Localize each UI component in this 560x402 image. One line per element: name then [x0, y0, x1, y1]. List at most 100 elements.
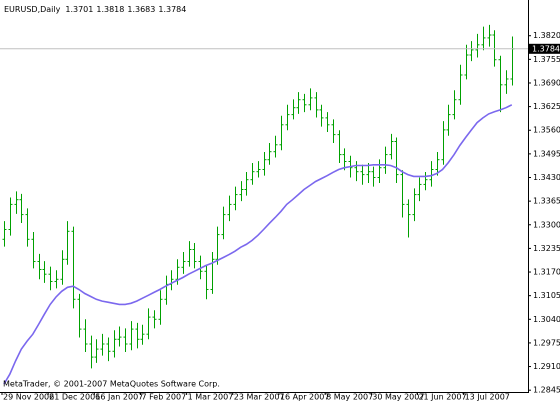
- price-bar: [406, 199, 411, 238]
- price-bar: [19, 193, 24, 223]
- y-tick-label: 1.3625: [533, 102, 560, 111]
- price-bar: [394, 137, 399, 183]
- price-bar: [452, 90, 457, 120]
- current-price-box: [529, 43, 560, 54]
- price-bar: [2, 221, 7, 247]
- price-bar: [487, 24, 492, 47]
- price-bar: [77, 293, 82, 338]
- x-tick-label: 7 Feb 2007: [141, 393, 186, 402]
- price-bar: [129, 321, 134, 351]
- x-tick-label: 21 Dec 2006: [49, 393, 100, 402]
- y-tick-label: 1.2975: [533, 338, 560, 347]
- price-bar: [239, 181, 244, 202]
- price-bar: [498, 55, 503, 113]
- price-bar: [244, 172, 249, 196]
- price-bar: [256, 161, 261, 178]
- price-bar: [192, 242, 197, 269]
- price-bar: [285, 104, 290, 131]
- high-value: 1.3818: [96, 5, 124, 14]
- price-bar: [135, 322, 140, 349]
- y-tick-label: 1.3365: [533, 197, 560, 206]
- price-bar: [360, 164, 365, 185]
- price-bar: [117, 326, 122, 347]
- price-bar: [48, 266, 53, 291]
- price-bar: [371, 166, 376, 187]
- price-bar: [221, 206, 226, 240]
- price-bar: [302, 93, 307, 113]
- price-bar: [354, 161, 359, 182]
- price-bar: [71, 226, 76, 309]
- price-bar: [308, 88, 313, 111]
- x-tick-label: 16 Apr 2007: [280, 393, 329, 402]
- price-bar: [279, 115, 284, 151]
- chart-title: EURUSD,Daily: [4, 5, 61, 14]
- price-bar: [250, 162, 255, 185]
- price-bar: [14, 191, 19, 214]
- y-tick-label: 1.2845: [533, 386, 560, 395]
- chart-header: EURUSD,Daily 1.3701 1.3818 1.3683 1.3784: [4, 5, 186, 14]
- price-bar: [389, 133, 394, 160]
- y-tick-label: 1.3170: [533, 268, 560, 277]
- close-value: 1.3784: [158, 5, 186, 14]
- price-bar: [423, 172, 428, 191]
- price-bar: [469, 41, 474, 62]
- price-bar: [464, 44, 469, 80]
- price-bar: [25, 208, 30, 247]
- price-bar: [187, 241, 192, 267]
- price-bar: [106, 337, 111, 362]
- low-value: 1.3683: [127, 5, 155, 14]
- price-bar: [54, 270, 59, 289]
- price-bar: [377, 159, 382, 183]
- y-tick-label: 1.3495: [533, 149, 560, 158]
- price-bar: [342, 148, 347, 171]
- price-bar: [146, 308, 151, 340]
- price-bar: [273, 135, 278, 158]
- open-value: 1.3701: [65, 5, 93, 14]
- price-bar: [366, 162, 371, 183]
- x-tick-label: 29 Nov 2006: [3, 393, 54, 402]
- price-bar: [100, 333, 105, 356]
- price-bar: [210, 252, 215, 294]
- x-tick-label: 16 Jan 2007: [95, 393, 143, 402]
- x-tick-label: 30 May 2007: [372, 393, 424, 402]
- plot-area: [0, 24, 528, 385]
- x-tick-label: 21 Jun 2007: [418, 393, 466, 402]
- y-tick-label: 1.3820: [533, 31, 560, 40]
- price-bar: [400, 170, 405, 218]
- y-tick-label: 1.2910: [533, 362, 560, 371]
- price-bar: [37, 253, 42, 280]
- x-tick-label: 8 May 2007: [326, 393, 373, 402]
- price-bar: [140, 324, 145, 345]
- watermark: MetaTrader, © 2001-2007 MetaQuotes Softw…: [3, 380, 220, 389]
- price-bar: [152, 310, 157, 329]
- price-bar: [481, 26, 486, 51]
- price-bar: [215, 226, 220, 265]
- price-bar: [435, 152, 440, 176]
- y-tick-label: 1.3430: [533, 173, 560, 182]
- price-bar: [83, 319, 88, 353]
- price-bar: [267, 142, 272, 165]
- y-tick-label: 1.3560: [533, 126, 560, 135]
- price-bar: [158, 290, 163, 325]
- y-tick-label: 1.3690: [533, 78, 560, 87]
- price-bar: [181, 252, 186, 274]
- y-tick-label: 1.3105: [533, 291, 560, 300]
- price-bar: [291, 99, 296, 120]
- x-tick-label: 1 Mar 2007: [188, 393, 234, 402]
- price-bar: [31, 232, 36, 269]
- price-bar: [314, 92, 319, 118]
- price-bar: [262, 152, 267, 176]
- y-tick-label: 1.3300: [533, 220, 560, 229]
- price-bar: [94, 339, 99, 363]
- price-bar: [319, 104, 324, 127]
- price-bar: [429, 161, 434, 187]
- x-tick-label: 13 Jul 2007: [465, 393, 510, 402]
- price-bar: [296, 92, 301, 114]
- price-bar: [337, 130, 342, 163]
- price-bar: [112, 330, 117, 358]
- price-bar: [383, 146, 388, 174]
- price-bar: [331, 119, 336, 143]
- price-bar: [204, 264, 209, 300]
